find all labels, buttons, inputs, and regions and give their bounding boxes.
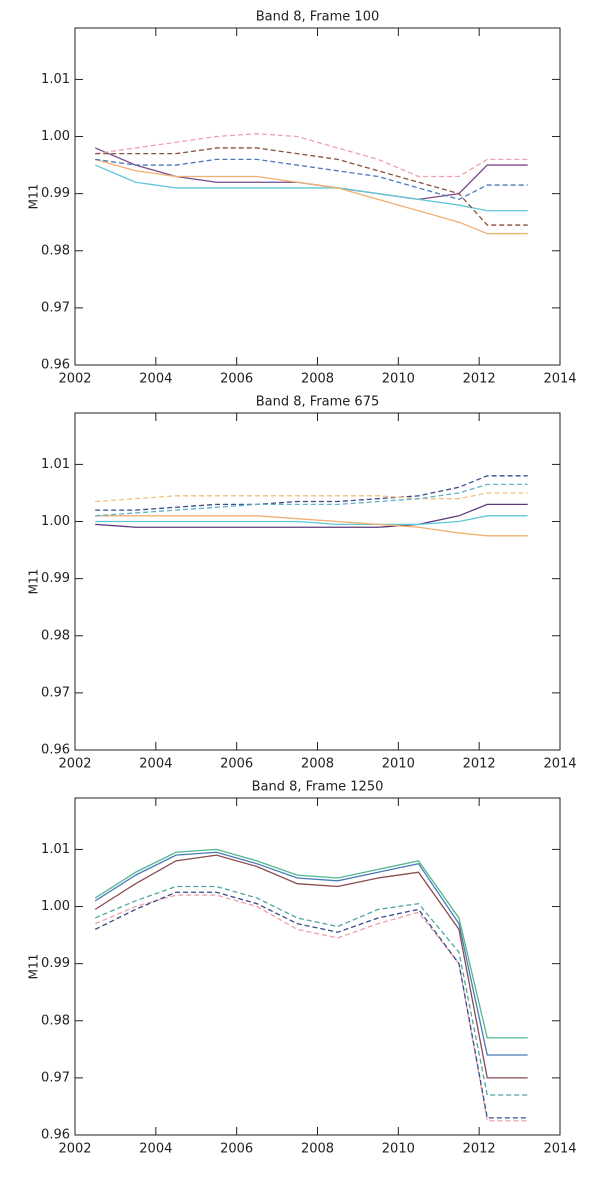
- x-tick-label: 2006: [220, 757, 253, 772]
- x-tick-label: 2002: [58, 757, 91, 772]
- x-tick-label: 2008: [301, 757, 334, 772]
- chart-title: Band 8, Frame 675: [256, 395, 380, 410]
- y-axis-label: M11: [27, 569, 41, 595]
- x-tick-label: 2006: [220, 372, 253, 387]
- series-line: [95, 483, 528, 517]
- series-line: [95, 515, 528, 526]
- y-tick-label: 0.99: [41, 956, 70, 971]
- y-tick-label: 1.00: [41, 514, 70, 529]
- y-tick-label: 1.00: [41, 899, 70, 914]
- y-axis-label: M11: [27, 954, 41, 980]
- series-line: [95, 515, 528, 537]
- y-tick-label: 0.98: [41, 628, 70, 643]
- series-line: [94, 854, 528, 1079]
- series-line: [94, 851, 528, 1056]
- x-tick-label: 2008: [301, 372, 334, 387]
- y-axis-label: M11: [27, 184, 41, 210]
- y-tick-label: 0.96: [41, 1128, 70, 1143]
- x-tick-label: 2012: [463, 372, 496, 387]
- x-tick-label: 2008: [301, 1142, 334, 1157]
- x-tick-label: 2002: [58, 372, 91, 387]
- y-tick-label: 0.97: [41, 1070, 70, 1085]
- x-tick-label: 2014: [543, 372, 576, 387]
- plot-frame: [74, 797, 561, 1136]
- y-tick-label: 0.99: [41, 186, 70, 201]
- y-tick-label: 1.01: [41, 457, 70, 472]
- x-tick-label: 2012: [463, 1142, 496, 1157]
- series-line: [94, 891, 528, 1119]
- series-line: [94, 885, 528, 1096]
- y-tick-label: 0.97: [41, 685, 70, 700]
- x-tick-label: 2014: [543, 1142, 576, 1157]
- y-tick-label: 1.01: [41, 842, 70, 857]
- x-tick-label: 2004: [139, 1142, 172, 1157]
- y-tick-label: 1.00: [41, 129, 70, 144]
- series-line: [95, 147, 528, 226]
- x-tick-label: 2004: [139, 757, 172, 772]
- y-tick-label: 0.96: [41, 743, 70, 758]
- series-line: [94, 164, 528, 212]
- plot-frame: [74, 412, 561, 751]
- chart-title: Band 8, Frame 100: [256, 10, 380, 25]
- x-tick-label: 2006: [220, 1142, 253, 1157]
- series-line: [95, 158, 528, 235]
- y-tick-label: 1.01: [41, 72, 70, 87]
- series-line: [94, 848, 528, 1039]
- series-line: [95, 133, 528, 178]
- chart-title: Band 8, Frame 1250: [252, 780, 384, 795]
- y-tick-label: 0.97: [41, 300, 70, 315]
- plot-frame: [74, 27, 561, 366]
- series-line: [95, 492, 528, 503]
- y-tick-label: 0.96: [41, 358, 70, 373]
- series-line: [95, 503, 528, 528]
- x-tick-label: 2010: [382, 1142, 415, 1157]
- y-tick-label: 0.98: [41, 243, 70, 258]
- x-tick-label: 2014: [543, 757, 576, 772]
- y-tick-label: 0.99: [41, 571, 70, 586]
- x-tick-label: 2010: [382, 757, 415, 772]
- x-tick-label: 2010: [382, 372, 415, 387]
- y-tick-label: 0.98: [41, 1013, 70, 1028]
- series-line: [95, 158, 528, 201]
- x-tick-label: 2004: [139, 372, 172, 387]
- series-line: [94, 894, 528, 1122]
- x-tick-label: 2002: [58, 1142, 91, 1157]
- series-line: [95, 475, 528, 511]
- x-tick-label: 2012: [463, 757, 496, 772]
